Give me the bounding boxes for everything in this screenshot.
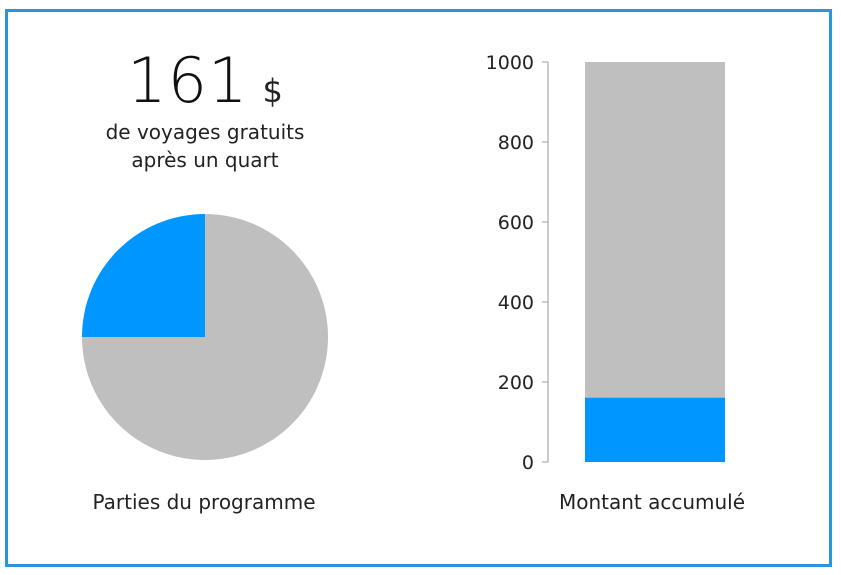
bar-chart: 0 200 400 600 800 1000 <box>486 52 725 474</box>
bar-segment-1 <box>585 62 725 398</box>
pie-slice-0 <box>82 214 205 337</box>
headline-amount: 161 <box>127 44 249 117</box>
bar-y-tick-label-4: 800 <box>498 132 534 154</box>
headline-amount-row: 161 $ <box>60 50 350 112</box>
headline-subtitle: de voyages gratuits après un quart <box>60 118 350 174</box>
pie-caption: Parties du programme <box>92 490 315 514</box>
card-frame <box>5 9 832 567</box>
bar-y-tick-label-2: 400 <box>498 292 534 314</box>
bar-y-tick-label-1: 200 <box>498 372 534 394</box>
headline-line-1: de voyages gratuits <box>105 120 305 144</box>
bar-segment-0 <box>585 397 725 462</box>
bar-y-tick-label-3: 600 <box>498 212 534 234</box>
headline-line-2: après un quart <box>131 148 279 172</box>
headline-currency: $ <box>262 72 283 110</box>
headline: 161 $ de voyages gratuits après un quart <box>60 50 350 174</box>
pie-chart <box>82 214 328 460</box>
bar-y-tick-label-5: 1000 <box>486 52 534 74</box>
bar-caption: Montant accumulé <box>559 490 745 514</box>
pie-slice-1 <box>82 214 328 460</box>
bar-y-tick-label-0: 0 <box>522 452 534 474</box>
